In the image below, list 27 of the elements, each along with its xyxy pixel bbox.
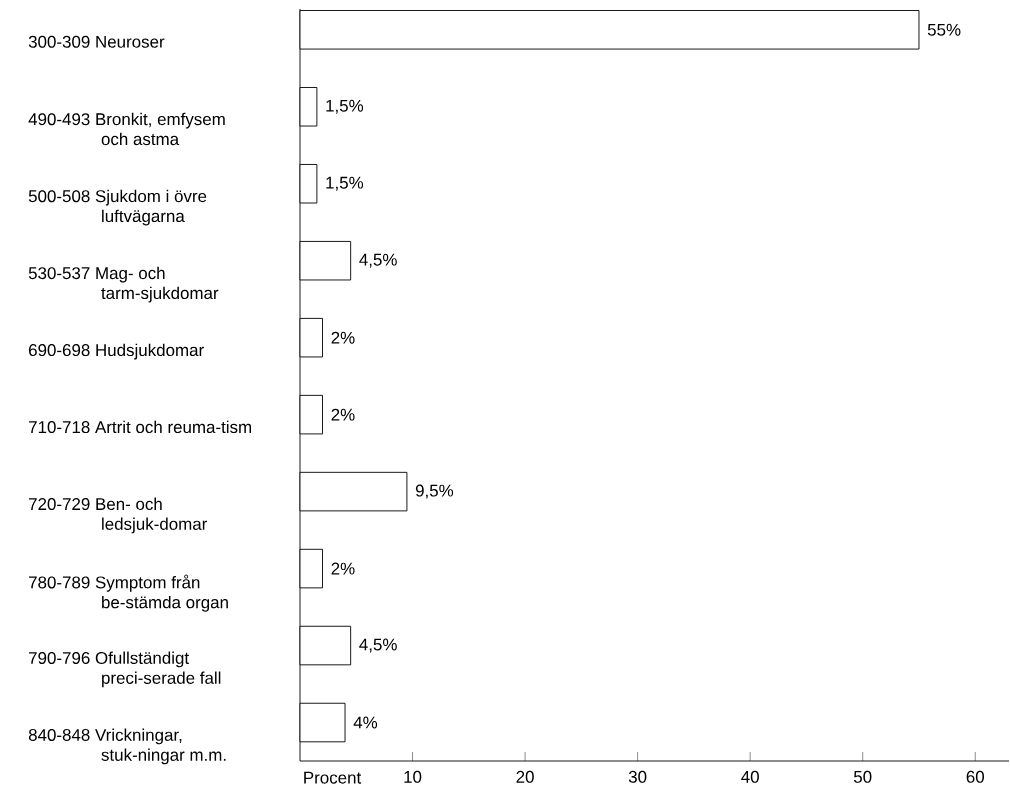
y-tick-label: 840-848 Vrickningar, stuk-ningar m.m. — [28, 728, 226, 765]
data-label: 1,5% — [326, 99, 364, 114]
y-tick-label: 690-698 Hudsjukdomar — [29, 343, 204, 360]
data-label: 2% — [331, 331, 355, 344]
y-tick-label: 720-729 Ben- och ledsjuk-domar — [29, 497, 208, 534]
data-label: 9,5% — [415, 484, 454, 499]
data-label: 2% — [331, 562, 355, 575]
x-tick-label: 40 — [741, 770, 759, 783]
x-tick-label: 10 — [404, 770, 422, 783]
data-label: 55% — [927, 23, 961, 36]
x-tick-label: 60 — [966, 770, 984, 783]
data-label: 2% — [331, 408, 355, 421]
y-tick-label: 780-789 Symptom från be-stämda organ — [29, 574, 228, 612]
x-axis-title: Procent — [304, 771, 362, 784]
data-label: 4,5% — [359, 638, 397, 653]
x-tick-label: 20 — [516, 770, 534, 783]
data-label: 4% — [353, 716, 378, 729]
x-tick-label: 50 — [853, 770, 872, 783]
y-tick-label: 530-537 Mag- och tarm-sjukdomar — [28, 266, 219, 303]
y-tick-label: 710-718 Artrit och reuma-tism — [29, 420, 252, 434]
data-label: 4,5% — [359, 253, 397, 268]
y-tick-label: 300-309 Neuroser — [28, 35, 165, 48]
data-label: 1,5% — [326, 176, 364, 191]
x-tick-label: 30 — [628, 770, 647, 783]
y-tick-label: 500-508 Sjukdom i övre luftvägarna — [28, 189, 207, 226]
y-tick-label: 490-493 Bronkit, emfysem och astma — [28, 112, 225, 146]
y-tick-label: 790-796 Ofullständigt preci-serade fall — [29, 651, 221, 688]
